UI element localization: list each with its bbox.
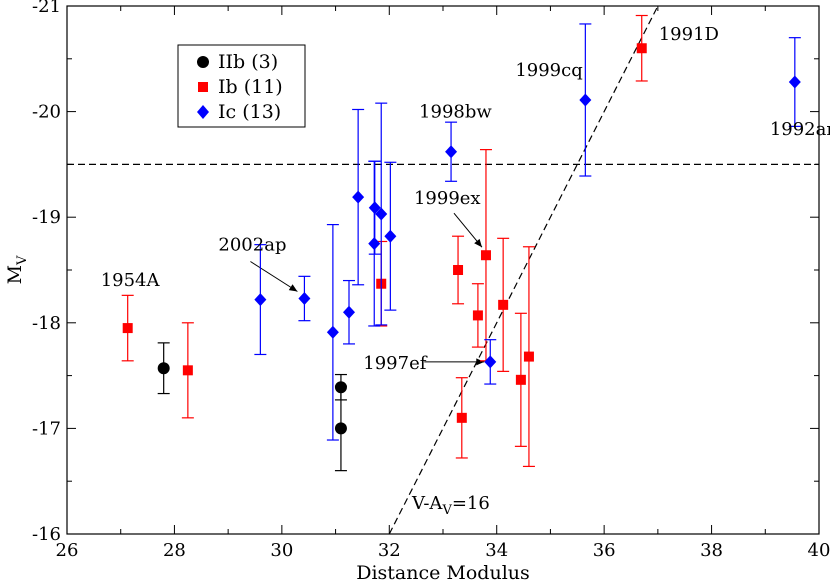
point-ic	[788, 75, 801, 89]
legend-label-iib: IIb (3)	[218, 51, 278, 73]
legend-marker-ib	[198, 82, 208, 92]
point-ib	[480, 250, 491, 261]
point-ib	[453, 265, 464, 275]
point-ic	[368, 201, 381, 215]
legend-count-ic: (13)	[242, 101, 281, 123]
legend-label-ib: Ib (11)	[218, 76, 283, 98]
legend-label-ic: Ic (13)	[218, 101, 281, 123]
point-ic	[352, 190, 365, 204]
annotation-arrow	[250, 261, 298, 292]
y-tick-label: -20	[32, 102, 61, 123]
x-tick-label: 32	[378, 540, 401, 561]
legend-count-iib: (3)	[251, 51, 278, 73]
point-iib	[334, 422, 347, 435]
y-tick-label: -17	[32, 418, 61, 439]
point-ic	[326, 325, 339, 339]
y-tick-label: -19	[32, 207, 61, 228]
legend-name-iib: IIb	[218, 51, 245, 73]
reference-lines	[67, 5, 819, 535]
point-ic	[579, 93, 592, 107]
annotation-label: 1999ex	[414, 188, 481, 209]
point-ic	[484, 355, 497, 369]
point-ic	[254, 293, 267, 307]
y-tick-label: -18	[32, 313, 61, 334]
annotation-label: 1999cq	[515, 60, 582, 81]
axis-ticks: 26 28 30 32 34 36 38 40 -16 -17 -18 -19 -20 -21	[32, 0, 830, 561]
point-ib	[523, 351, 534, 362]
point-ib	[515, 374, 526, 385]
annotation-label: 1997ef	[363, 353, 427, 374]
point-ib	[456, 412, 467, 423]
x-tick-label: 34	[485, 540, 508, 561]
point-iib	[157, 362, 170, 375]
legend-count-ib: (11)	[244, 76, 283, 98]
data-points	[121, 14, 801, 472]
diagonal-reference-line	[388, 5, 659, 535]
diagonal-label-suffix: =16	[452, 493, 490, 514]
x-tick-label: 38	[700, 540, 723, 561]
annotation-label: 1998bw	[419, 102, 492, 123]
point-ib	[498, 299, 509, 310]
annotation-arrowhead	[476, 358, 485, 366]
legend: IIb (3) Ib (11) Ic (13)	[177, 44, 306, 128]
point-ib	[636, 43, 647, 54]
x-tick-label: 30	[270, 540, 293, 561]
legend-marker-ic	[197, 105, 209, 119]
y-tick-label: -21	[32, 0, 61, 17]
annotations: 1954A 2002ap 1998bw 1999ex 1999cq 1991D 1992ar…	[101, 24, 830, 374]
x-tick-label: 36	[593, 540, 616, 561]
annotation-arrowhead	[474, 238, 482, 248]
x-axis-title: Distance Modulus	[356, 562, 530, 580]
y-axis-title: MV	[4, 255, 30, 284]
diagonal-label-sub: V	[441, 503, 452, 518]
x-tick-label: 28	[163, 540, 186, 561]
legend-name-ic: Ic	[218, 101, 236, 123]
point-ic	[298, 292, 311, 306]
annotation-label: 1954A	[101, 270, 161, 291]
x-tick-label: 26	[56, 540, 79, 561]
y-tick-label: -16	[32, 524, 61, 545]
point-ic	[384, 229, 397, 243]
legend-marker-iib	[197, 56, 209, 68]
point-ic	[445, 145, 458, 159]
y-axis-title-main: M	[4, 265, 26, 284]
point-ic	[375, 207, 388, 221]
point-ib	[182, 365, 193, 376]
point-ic	[343, 305, 355, 319]
x-tick-label: 40	[808, 540, 830, 561]
annotation-label: 2002ap	[218, 235, 286, 256]
annotation-label: 1992ar	[770, 119, 830, 140]
diagonal-line-label: V-AV=16	[411, 493, 490, 518]
annotation-arrowhead	[288, 284, 298, 292]
diagonal-label-main: V-A	[411, 493, 443, 514]
legend-name-ib: Ib	[218, 76, 238, 98]
y-axis-title-sub: V	[15, 255, 30, 266]
point-ib	[122, 323, 133, 334]
annotation-label: 1991D	[659, 24, 719, 45]
annotation-arrows	[250, 212, 485, 366]
point-ib	[472, 310, 483, 321]
